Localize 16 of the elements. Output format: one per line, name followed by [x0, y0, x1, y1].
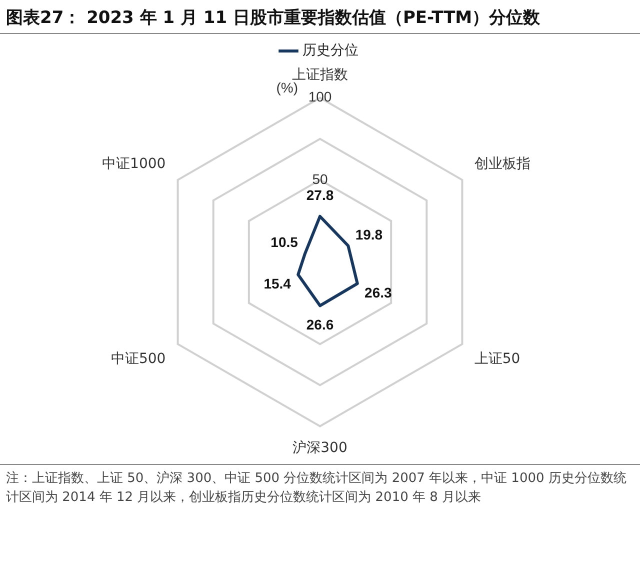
spoke-label: 沪深300 [292, 440, 348, 456]
y-tick-label: 50 [312, 170, 328, 187]
spoke-label: 中证1000 [102, 156, 166, 172]
y-tick-label: 100 [308, 88, 332, 105]
text: 注：上证指数、上证 50、沪深 300、中证 500 分位数统计区间为 2007 年以来，中证 1000 历史分位数统计区间为 2014 年 12 月以来，创业板指历史分位数统计区间为 2010 年 8 月以来 [0, 464, 640, 511]
spoke-label: 中证500 [110, 351, 166, 368]
legend-label: 历史分位 [302, 42, 358, 59]
data-label: 15.4 [264, 276, 292, 292]
data-label: 26.3 [364, 284, 392, 300]
data-label: 10.5 [270, 234, 298, 250]
data-label: 19.8 [355, 226, 383, 243]
spoke-label: 上证50 [474, 351, 520, 368]
data-label: 26.6 [306, 316, 334, 333]
spoke-label: 创业板指 [474, 156, 530, 172]
chart-title: 图表27： 2023 年 1 月 11 日股市重要指数估值（PE-TTM）分位数 [0, 0, 640, 34]
data-label: 27.8 [306, 187, 334, 204]
